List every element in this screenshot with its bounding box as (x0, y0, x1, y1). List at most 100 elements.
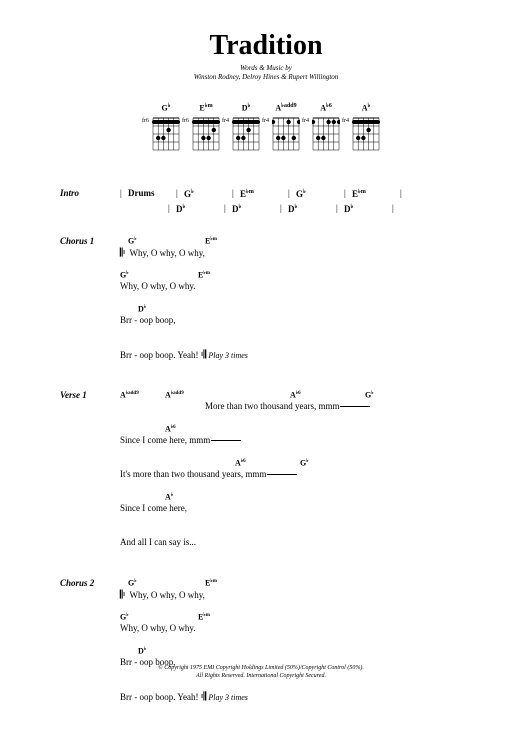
lyric-line: A♭6Since I come here, mmm (120, 424, 472, 446)
copyright: © Copyright 1975 EMI Copyright Holdings … (0, 665, 522, 681)
chord-label: A♭ (165, 492, 173, 502)
intro-chord: D♭ (288, 203, 336, 214)
intro-chord: E♭m (352, 188, 400, 199)
chord-label: D♭ (138, 304, 146, 314)
lyric-line: A♭6G♭It's more than two thousand years, … (120, 458, 472, 480)
lyric-line: G♭ E♭m𝄆 Why, O why, O why, (120, 236, 472, 258)
credits-line1: Words & Music by (60, 64, 472, 73)
chorus2-section: Chorus 2 G♭E♭m𝄆 Why, O why, O why,G♭E♭mW… (60, 578, 472, 714)
intro-chord: G♭ (296, 188, 344, 199)
chord-label: A♭add9 (165, 390, 184, 400)
chord-name: A♭6 (320, 102, 332, 113)
play-instruction: Play 3 times (208, 351, 248, 360)
bar-line: | (168, 203, 176, 214)
lyric-line: G♭ E♭mWhy, O why, O why. (120, 270, 472, 292)
chord-label: A♭6 (235, 458, 246, 468)
lyric-line: Brr - oop boop. Yeah! 𝄇 Play 3 times (120, 680, 472, 702)
intro-line-2: |D♭|D♭|D♭|D♭| (120, 203, 472, 214)
chord-diagram: D♭fr4 (232, 102, 260, 158)
lyric-text: And all I can say is... (120, 537, 196, 547)
repeat-start-icon: 𝄆 (120, 247, 125, 259)
lyric-text: 𝄆 Why, O why, O why, (120, 247, 205, 260)
chord-label: G♭ (300, 458, 309, 468)
bar-line: | (232, 188, 240, 199)
lyric-text: Since I come here, (120, 503, 187, 513)
lyric-text: Why, O why, O why. (120, 623, 196, 633)
chord-label: D♭ (138, 646, 146, 656)
lyric-text: Brr - oop boop, (120, 315, 176, 325)
verse1-section: Verse 1 A♭add9 A♭add9 A♭6 G♭ More than two t… (60, 390, 472, 560)
chord-diagrams: G♭fr6E♭mfr6D♭fr4A♭add9fr4A♭6fr4A♭fr4 (60, 102, 472, 158)
fret-label: fr4 (302, 118, 309, 124)
repeat-end-icon: 𝄇 (201, 691, 206, 703)
sustain-line (211, 440, 241, 441)
fret-label: fr4 (222, 118, 229, 124)
chord-label: E♭m (198, 270, 210, 280)
bar-line: | (400, 188, 408, 199)
copyright-line1: © Copyright 1975 EMI Copyright Holdings … (0, 665, 522, 673)
chord-name: G♭ (161, 102, 170, 113)
intro-line-1: |Drums|G♭|E♭m|G♭|E♭m| (120, 188, 472, 199)
intro-chord: D♭ (344, 203, 392, 214)
fret-label: fr4 (262, 118, 269, 124)
bar-line: | (288, 188, 296, 199)
intro-chord: Drums (128, 188, 176, 199)
chord-diagram: E♭mfr6 (192, 102, 220, 158)
fret-label: fr6 (142, 118, 149, 124)
verse1-label: Verse 1 (60, 390, 120, 560)
chord-label: E♭m (205, 236, 217, 246)
song-title: Tradition (60, 30, 472, 62)
lyric-text: More than two thousand years, mmm (205, 401, 370, 411)
lyric-line: And all I can say is... (120, 526, 472, 548)
bar-line: | (120, 188, 128, 199)
chord-diagram: A♭add9fr4 (272, 102, 300, 158)
chord-label: G♭ (120, 612, 129, 622)
lyric-line: A♭Since I come here, (120, 492, 472, 514)
bar-line: | (344, 188, 352, 199)
chord-name: A♭ (362, 102, 371, 113)
lyric-line: A♭add9A♭add9A♭6G♭More than two thousand … (120, 390, 472, 412)
intro-chord: E♭m (240, 188, 288, 199)
repeat-end-icon: 𝄇 (201, 349, 206, 361)
lyric-line: Brr - oop boop. Yeah! 𝄇 Play 3 times (120, 338, 472, 360)
bar-line: | (336, 203, 344, 214)
fret-label: fr4 (342, 118, 349, 124)
chord-label: A♭add9 (120, 390, 139, 400)
chord-name: D♭ (242, 102, 251, 113)
lyric-line: G♭ E♭mWhy, O why, O why. (120, 612, 472, 634)
chorus1-section: Chorus 1 G♭E♭m𝄆 Why, O why, O why,G♭E♭mW… (60, 236, 472, 372)
lyric-line: G♭E♭m𝄆 Why, O why, O why, (120, 578, 472, 600)
intro-chord: D♭ (176, 203, 224, 214)
repeat-start-icon: 𝄆 (120, 589, 125, 601)
lyric-text: 𝄆 Why, O why, O why, (120, 589, 205, 602)
lyric-text: Since I come here, mmm (120, 435, 241, 445)
copyright-line2: All Rights Reserved. International Copyr… (0, 673, 522, 681)
sustain-line (340, 406, 370, 407)
chorus1-label: Chorus 1 (60, 236, 120, 372)
lyric-text: Brr - oop boop. Yeah! 𝄇 Play 3 times (120, 691, 248, 704)
lyric-text: Brr - oop boop. Yeah! 𝄇 Play 3 times (120, 349, 248, 362)
chorus2-label: Chorus 2 (60, 578, 120, 714)
chord-label: A♭6 (290, 390, 301, 400)
chord-label: A♭6 (165, 424, 176, 434)
chord-name: A♭add9 (275, 102, 296, 113)
bar-line: | (224, 203, 232, 214)
play-instruction: Play 3 times (208, 693, 248, 702)
chord-label: G♭ (128, 236, 137, 246)
chord-label: E♭m (198, 612, 210, 622)
chord-label: G♭ (120, 270, 129, 280)
chord-diagram: A♭6fr4 (312, 102, 340, 158)
credits-line2: Winston Rodney, Delroy Hines & Rupert Wi… (60, 73, 472, 82)
lyric-line: D♭Brr - oop boop, (120, 304, 472, 326)
sustain-line (267, 474, 297, 475)
chord-diagram: G♭fr6 (152, 102, 180, 158)
bar-line: | (392, 203, 400, 214)
chord-label: E♭m (205, 578, 217, 588)
chord-name: E♭m (199, 102, 212, 113)
lyric-text: Why, O why, O why. (120, 281, 196, 291)
bar-line: | (280, 203, 288, 214)
credits: Words & Music by Winston Rodney, Delroy … (60, 64, 472, 82)
intro-section: Intro |Drums|G♭|E♭m|G♭|E♭m| |D♭|D♭|D♭|D♭… (60, 188, 472, 218)
intro-chord: D♭ (232, 203, 280, 214)
chord-diagram: A♭fr4 (352, 102, 380, 158)
